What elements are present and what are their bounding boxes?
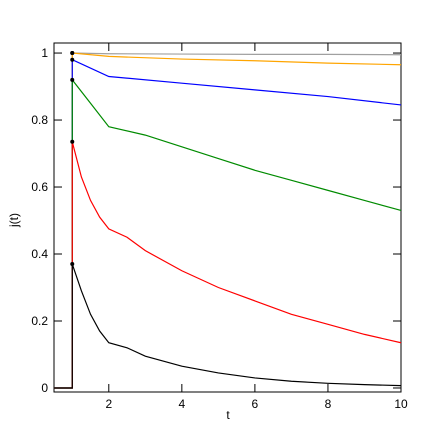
- x-tick-label: 2: [105, 397, 112, 411]
- series-line: [54, 141, 402, 389]
- series-line: [54, 52, 402, 389]
- x-axis-label: t: [226, 408, 230, 422]
- series-line: [54, 52, 402, 389]
- start-point: [70, 77, 75, 82]
- start-point: [70, 51, 75, 56]
- start-point: [70, 57, 75, 62]
- y-tick-label: 0.6: [31, 180, 48, 194]
- x-tick-label: 6: [252, 397, 259, 411]
- series-line: [54, 78, 402, 389]
- x-tick-label: 10: [394, 397, 408, 411]
- y-axis-label: j(t): [7, 213, 21, 228]
- y-tick-label: 0.8: [31, 113, 48, 127]
- x-tick-label: 8: [325, 397, 332, 411]
- y-tick-label: 0.4: [31, 247, 48, 261]
- y-tick-label: 0: [41, 381, 48, 395]
- series-line: [54, 263, 402, 389]
- start-point: [70, 139, 75, 144]
- y-tick-label: 1: [41, 46, 48, 60]
- plot-frame: [53, 42, 402, 393]
- y-tick-label: 0.2: [31, 314, 48, 328]
- x-tick-label: 4: [178, 397, 185, 411]
- start-point: [70, 262, 75, 267]
